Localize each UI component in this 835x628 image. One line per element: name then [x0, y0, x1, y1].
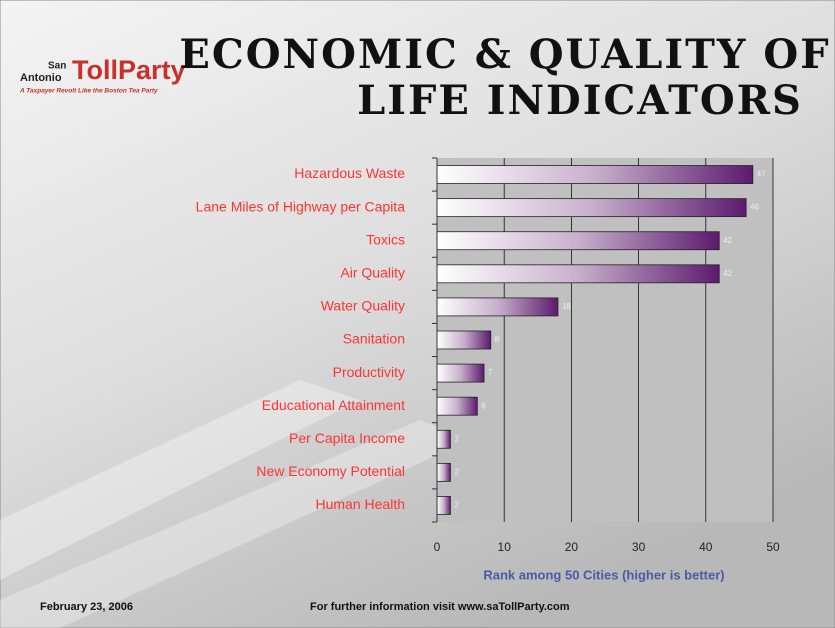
bar	[436, 396, 478, 416]
bar	[436, 462, 451, 482]
bar	[436, 429, 451, 449]
category-label: New Economy Potential	[256, 463, 405, 479]
category-label: Educational Attainment	[262, 397, 405, 413]
footer-info: For further information visit www.saToll…	[310, 601, 570, 613]
logo-main: TollParty	[72, 55, 186, 85]
bar	[436, 496, 451, 515]
value-label: 18	[562, 302, 571, 311]
category-label: Water Quality	[321, 298, 405, 314]
category-label: Sanitation	[343, 331, 405, 347]
value-label: 6	[481, 401, 486, 410]
category-label: Lane Miles of Highway per Capita	[196, 198, 406, 214]
value-label: 7	[488, 368, 493, 377]
bar	[436, 264, 720, 284]
x-tick-label: 0	[434, 540, 441, 554]
plot-area	[437, 158, 773, 522]
bar	[436, 198, 747, 218]
bar	[436, 297, 559, 317]
category-label: Per Capita Income	[289, 430, 405, 446]
x-tick-label: 10	[498, 540, 512, 554]
value-label: 42	[723, 269, 732, 278]
category-label: Hazardous Waste	[294, 165, 405, 181]
category-label: Productivity	[333, 364, 405, 380]
x-tick-label: 20	[565, 540, 579, 554]
value-label: 2	[454, 501, 459, 510]
footer-date: February 23, 2006	[40, 601, 133, 613]
value-label: 47	[757, 170, 766, 179]
value-label: 2	[454, 434, 459, 443]
bar	[436, 330, 492, 350]
title-line: ECONOMIC & QUALITY OF	[179, 31, 830, 78]
logo-top: San	[48, 61, 66, 72]
category-label: Human Health	[316, 496, 406, 512]
x-tick-label: 50	[766, 540, 780, 554]
x-axis-label: Rank among 50 Cities (higher is better)	[483, 567, 724, 582]
value-label: 42	[723, 236, 732, 245]
value-label: 2	[454, 467, 459, 476]
x-tick-label: 40	[699, 540, 713, 554]
category-label: Air Quality	[340, 265, 405, 281]
title-line: LIFE INDICATORS	[357, 77, 803, 124]
bar	[436, 165, 754, 184]
bar	[436, 231, 720, 251]
logo: San Antonio TollParty A Taxpayer Revolt …	[19, 55, 186, 95]
category-label: Toxics	[366, 231, 405, 247]
bar	[436, 363, 485, 383]
value-label: 8	[495, 335, 500, 344]
x-tick-label: 30	[632, 540, 646, 554]
value-label: 46	[750, 203, 759, 212]
logo-tagline: A Taxpayer Revolt Like the Boston Tea Pa…	[19, 88, 158, 95]
road-stripe	[0, 380, 360, 580]
logo-left: Antonio	[20, 72, 62, 84]
road-stripe	[0, 420, 470, 628]
